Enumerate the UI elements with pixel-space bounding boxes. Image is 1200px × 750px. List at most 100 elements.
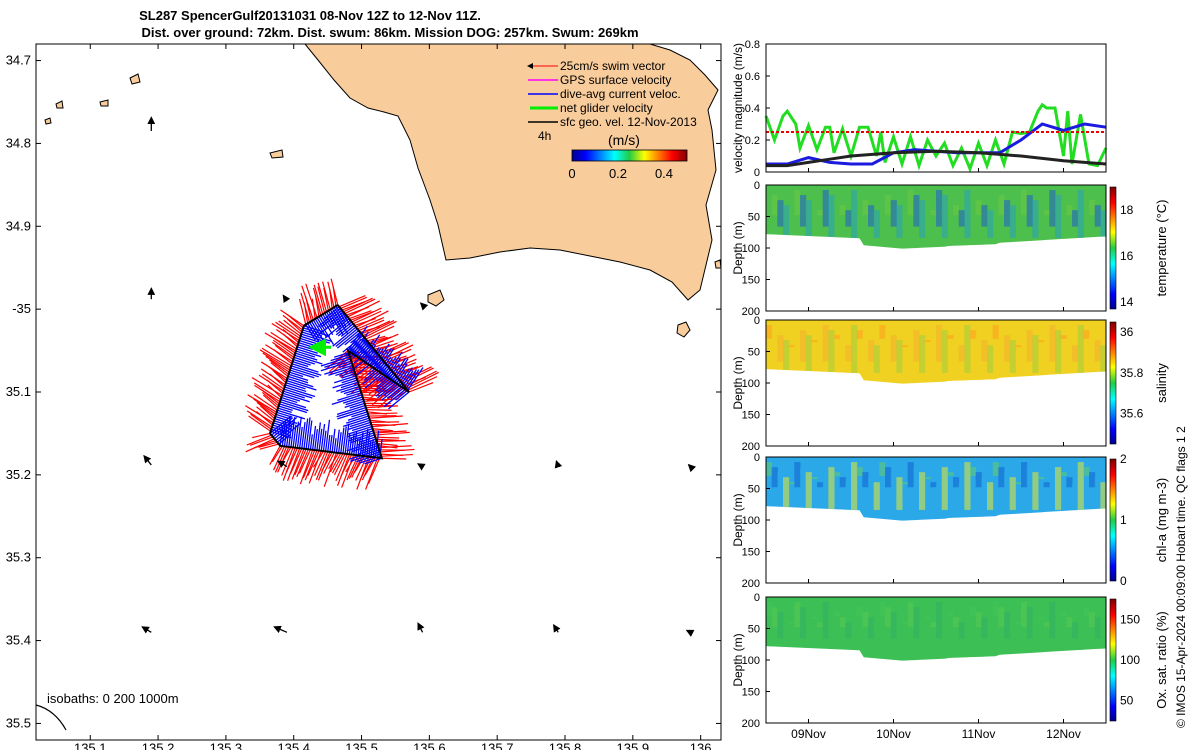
current-vector [290, 417, 296, 448]
swim-vector [286, 318, 303, 333]
map-x-tick-label: 135.2 [142, 741, 175, 750]
section-cell [896, 477, 903, 510]
current-vector [361, 441, 365, 456]
section-cell [941, 330, 948, 373]
current-vector [285, 382, 306, 390]
swim-vector [262, 392, 280, 407]
legend-swim: 25cm/s swim vector [560, 59, 665, 73]
current-vector [372, 442, 376, 458]
swim-vector [344, 298, 376, 315]
current-vector [284, 386, 316, 398]
current-vector [289, 369, 315, 379]
map-x-tick-label: 135.9 [617, 741, 650, 750]
current-vector [344, 331, 361, 346]
section-cell [817, 210, 824, 216]
section-cell [1049, 462, 1056, 499]
geo-vector [419, 302, 429, 311]
swim-vector [332, 286, 337, 307]
map-x-tick-label: 135.6 [413, 741, 446, 750]
section-cell [1100, 345, 1107, 372]
swim-vector [287, 448, 301, 481]
section-cell [1089, 200, 1096, 216]
section-cell [1077, 190, 1084, 238]
section-cell [834, 612, 841, 616]
current-vector [333, 438, 337, 453]
current-vector [303, 418, 309, 449]
section-cell [834, 472, 841, 476]
current-vector [362, 348, 375, 359]
map-x-ticks: 135.1 135.2 135.3 135.4 135.5 135.6 135.7 135.8… [74, 44, 712, 750]
section-cell [907, 602, 914, 628]
section-y-tick-label: 100 [742, 243, 760, 255]
section-cell [975, 200, 982, 216]
current-vector [307, 420, 313, 450]
section-cell [839, 205, 846, 216]
map-y-tick-label: 35.4 [6, 633, 31, 648]
section-cell [828, 467, 835, 509]
section-colorbar-tick: 1 [1120, 513, 1127, 527]
section-cell [1072, 622, 1079, 639]
section-cell [1026, 467, 1033, 499]
island [269, 149, 284, 159]
section-colorbar-tick: 36 [1120, 325, 1134, 339]
swim-vector [261, 347, 292, 367]
legend-gps: GPS surface velocity [560, 73, 671, 87]
swim-vector [304, 450, 318, 481]
current-vector [311, 425, 317, 450]
current-vector [324, 358, 351, 368]
section-cell [902, 482, 909, 485]
current-vector [362, 364, 388, 385]
swim-vector [394, 365, 419, 376]
map-x-tick-label: 135.1 [74, 741, 107, 750]
section-cell [1089, 335, 1096, 351]
velocity-y-tick-label: 0.4 [745, 103, 760, 115]
section-cell [907, 190, 914, 216]
section-cell [822, 325, 829, 362]
map-x-tick-label: 135.4 [277, 741, 310, 750]
section-cell [879, 190, 886, 204]
section-cell [947, 472, 954, 476]
swim-vector [302, 449, 316, 479]
swim-vector [375, 436, 400, 439]
section-cell [953, 340, 960, 351]
section-cell [1089, 472, 1096, 488]
swim-vector [373, 344, 393, 350]
current-vector [301, 331, 332, 342]
section-cell [1066, 617, 1073, 628]
swim-vector [267, 384, 282, 398]
section-cell [1077, 325, 1084, 373]
swim-vector [348, 362, 367, 374]
section-cell [930, 210, 937, 216]
section-cell [992, 190, 999, 204]
section-cell [958, 622, 965, 639]
swim-vector [385, 355, 407, 364]
section-cell [851, 190, 858, 238]
section-y-tick-label: 100 [742, 655, 760, 667]
swim-vector [261, 373, 285, 390]
swim-vector [341, 301, 366, 311]
swim-vector [252, 432, 271, 439]
current-vector [358, 345, 372, 357]
current-vector [344, 400, 365, 408]
swim-vector [354, 317, 376, 327]
swim-vector [338, 295, 366, 308]
map-x-tick-label: 135.5 [345, 741, 378, 750]
current-vector [303, 327, 331, 337]
current-vector [346, 440, 377, 452]
section-cell [1021, 462, 1028, 488]
section-cell [1004, 612, 1011, 639]
current-vector [323, 306, 340, 320]
current-vector [291, 365, 322, 376]
section-colorbar-tick: 18 [1120, 203, 1134, 217]
swim-vector [392, 362, 416, 373]
swim-vector [272, 446, 286, 471]
section-cell [851, 602, 858, 650]
current-vector [337, 432, 342, 454]
current-vector [337, 409, 367, 420]
section-cell [936, 325, 943, 362]
swim-vector [365, 457, 379, 490]
swim-vector [248, 415, 271, 432]
swim-vector [383, 348, 412, 362]
